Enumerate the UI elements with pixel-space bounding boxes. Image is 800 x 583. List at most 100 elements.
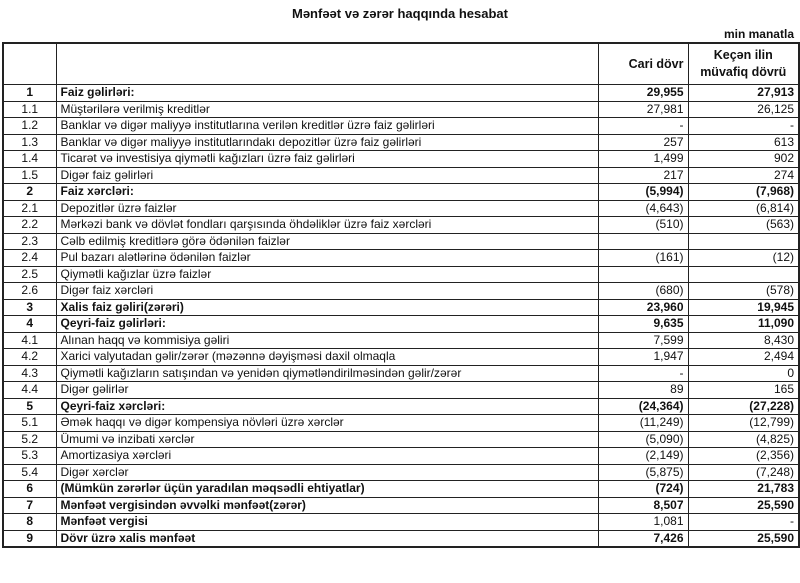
row-previous-value: - [687, 117, 800, 135]
row-number: 1.5 [2, 166, 57, 184]
row-number: 5.2 [2, 430, 57, 448]
table-row: 2.4 Pul bazarı alətlərinə ödənilən faizlə… [2, 249, 800, 267]
row-number: 4.2 [2, 348, 57, 366]
row-label: Qeyri-faiz xərcləri: [55, 397, 599, 415]
row-previous-value: 274 [687, 166, 800, 184]
row-current-value: (161) [597, 249, 689, 267]
table-row: 5.4 Digər xərclər (5,875) (7,248) [2, 463, 800, 481]
row-number: 1.1 [2, 100, 57, 118]
row-previous-value [687, 265, 800, 283]
row-number: 2.2 [2, 216, 57, 234]
row-current-value: 7,426 [597, 529, 689, 548]
row-number: 3 [2, 298, 57, 316]
row-current-value: 1,947 [597, 348, 689, 366]
table-row: 9 Dövr üzrə xalis mənfəət 7,426 25,590 [2, 529, 800, 548]
row-number: 2.6 [2, 282, 57, 300]
row-label: Qeyri-faiz gəlirləri: [55, 315, 599, 333]
row-number: 7 [2, 496, 57, 514]
row-previous-value: 902 [687, 150, 800, 168]
row-previous-value: 25,590 [687, 496, 800, 514]
row-current-value: 27,981 [597, 100, 689, 118]
table-row: 4.3 Qiymətli kağızların satışından və yen… [2, 364, 800, 382]
row-label: Digər faiz xərcləri [55, 282, 599, 300]
row-previous-value: 2,494 [687, 348, 800, 366]
table-row: 1.2 Banklar və digər maliyyə institutları… [2, 117, 800, 135]
header-previous-period: Keçən ilin müvafiq dövrü [687, 42, 800, 85]
row-label: Xalis faiz gəliri(zərəri) [55, 298, 599, 316]
table-row: 4.2 Xarici valyutadan gəlir/zərər (məzənn… [2, 348, 800, 366]
row-label: Mənfəət vergisi [55, 513, 599, 531]
row-current-value: 9,635 [597, 315, 689, 333]
header-previous-line1: Keçən ilin [713, 48, 773, 62]
row-previous-value: 25,590 [687, 529, 800, 548]
row-label: Faiz xərcləri: [55, 183, 599, 201]
table-row: 1.1 Müştərilərə verilmiş kreditlər 27,981 2… [2, 100, 800, 118]
table-row: 1.5 Digər faiz gəlirləri 217 274 [2, 166, 800, 184]
row-label: Ümumi və inzibati xərclər [55, 430, 599, 448]
row-current-value: 257 [597, 133, 689, 151]
header-label [55, 42, 599, 85]
row-current-value: - [597, 364, 689, 382]
row-current-value: (5,090) [597, 430, 689, 448]
row-previous-value: (578) [687, 282, 800, 300]
row-label: Mərkəzi bank və dövlət fondları qarşısın… [55, 216, 599, 234]
table-row: 2.3 Cəlb edilmiş kreditlərə görə ödənilən… [2, 232, 800, 250]
row-current-value: 7,599 [597, 331, 689, 349]
row-label: Ticarət və investisiya qiymətli kağızlar… [55, 150, 599, 168]
row-label: Banklar və digər maliyyə institutlarına … [55, 117, 599, 135]
row-label: Qiymətli kağızlar üzrə faizlər [55, 265, 599, 283]
header-current-period: Cari dövr [597, 42, 689, 85]
row-label: Xarici valyutadan gəlir/zərər (məzənnə d… [55, 348, 599, 366]
row-number: 4.4 [2, 381, 57, 399]
table-row: 5.1 Əmək haqqı və digər kompensiya növlər… [2, 414, 800, 432]
row-previous-value: 21,783 [687, 480, 800, 498]
row-label: Alınan haqq və kommisiya gəliri [55, 331, 599, 349]
row-number: 5.4 [2, 463, 57, 481]
table-row: 8 Mənfəət vergisi 1,081- [2, 513, 800, 531]
row-label: Amortizasiya xərcləri [55, 447, 599, 465]
table-row: 2.1 Depozitlər üzrə faizlər (4,643) (6,814) [2, 199, 800, 217]
table-row: 5.2 Ümumi və inzibati xərclər (5,090) (4,82… [2, 430, 800, 448]
row-current-value: 23,960 [597, 298, 689, 316]
row-current-value: (680) [597, 282, 689, 300]
table-row: 2 Faiz xərcləri: (5,994) (7,968) [2, 183, 800, 201]
row-label: Pul bazarı alətlərinə ödənilən faizlər [55, 249, 599, 267]
row-label: Faiz gəlirləri: [55, 84, 599, 102]
row-number: 1.3 [2, 133, 57, 151]
row-previous-value: 11,090 [687, 315, 800, 333]
row-label: Banklar və digər maliyyə institutlarında… [55, 133, 599, 151]
row-previous-value: (7,248) [687, 463, 800, 481]
table-row: 5 Qeyri-faiz xərcləri: (24,364) (27,228) [2, 397, 800, 415]
row-label: Cəlb edilmiş kreditlərə görə ödənilən fa… [55, 232, 599, 250]
row-number: 4.3 [2, 364, 57, 382]
row-current-value: (5,994) [597, 183, 689, 201]
table-row: 2.2 Mərkəzi bank və dövlət fondları qarşı… [2, 216, 800, 234]
row-previous-value: - [687, 513, 800, 531]
row-number: 2 [2, 183, 57, 201]
row-previous-value [687, 232, 800, 250]
row-number: 2.5 [2, 265, 57, 283]
row-label: Qiymətli kağızların satışından və yenidə… [55, 364, 599, 382]
row-current-value [597, 265, 689, 283]
row-previous-value: 27,913 [687, 84, 800, 102]
table-row: 1 Faiz gəlirləri: 29,955 27,913 [2, 84, 800, 102]
row-previous-value: 19,945 [687, 298, 800, 316]
row-current-value: (724) [597, 480, 689, 498]
row-current-value: (2,149) [597, 447, 689, 465]
row-label: Müştərilərə verilmiş kreditlər [55, 100, 599, 118]
row-number: 1 [2, 84, 57, 102]
table-row: 4.4 Digər gəlirlər 89 165 [2, 381, 800, 399]
row-number: 5.1 [2, 414, 57, 432]
row-number: 1.2 [2, 117, 57, 135]
report-title: Mənfəət və zərər haqqında hesabat [291, 6, 508, 21]
row-number: 2.3 [2, 232, 57, 250]
income-statement-table: Cari dövr Keçən ilin müvafiq dövrü 1 Faiz … [2, 42, 800, 548]
row-label: Digər gəlirlər [55, 381, 599, 399]
row-previous-value: (563) [687, 216, 800, 234]
row-current-value: 89 [597, 381, 689, 399]
row-current-value: - [597, 117, 689, 135]
unit-label: min manatla [723, 27, 794, 41]
row-current-value [597, 232, 689, 250]
row-number: 2.1 [2, 199, 57, 217]
row-previous-value: 0 [687, 364, 800, 382]
